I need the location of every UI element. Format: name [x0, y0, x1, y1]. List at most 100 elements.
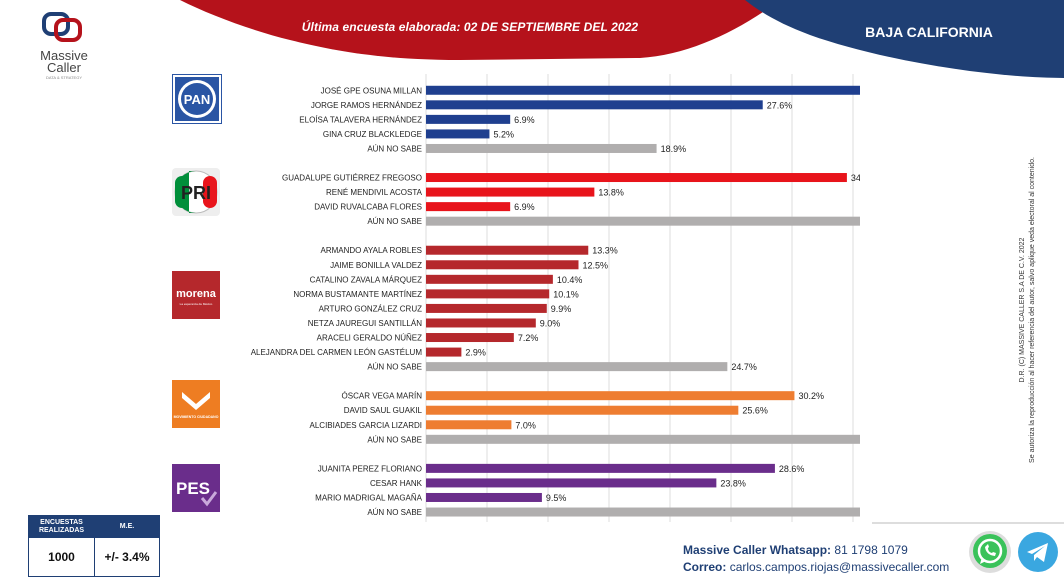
bar-label: NETZA JAUREGUI SANTILLÁN: [308, 319, 422, 328]
bar: [426, 173, 847, 183]
bar-value-label: 7.0%: [515, 420, 536, 430]
logo-name: Massive: [40, 48, 88, 63]
bar-value-label: 9.0%: [540, 318, 561, 328]
whatsapp-number[interactable]: 81 1798 1079: [834, 543, 908, 557]
bar-label: AÚN NO SABE: [367, 363, 422, 372]
survey-margin: +/- 3.4%: [94, 538, 159, 576]
header-navy-banner: [745, 0, 1064, 78]
bar-label: AÚN NO SABE: [367, 435, 422, 444]
bar: [426, 362, 728, 372]
bar-value-label: 5.2%: [493, 129, 514, 139]
email-link[interactable]: carlos.campos.riojas@massivecaller.com: [729, 560, 950, 574]
bar-value-label: 10.1%: [553, 289, 579, 299]
survey-head-count: ENCUESTAS REALIZADAS: [38, 519, 85, 534]
bar-label: JAIME BONILLA VALDEZ: [330, 261, 422, 270]
bar-value-label: 30.2%: [798, 391, 824, 401]
copyright-line2: Se autoriza la reproducción al hacer ref…: [1029, 157, 1036, 463]
bar: [426, 85, 860, 95]
bar: [426, 100, 763, 110]
bar-value-label: 34.5%: [851, 173, 860, 183]
bar: [426, 347, 462, 357]
bar-value-label: 23.8%: [720, 478, 746, 488]
bar-label: RENÉ MENDIVIL ACOSTA: [326, 188, 423, 197]
bar-label: DAVID SAUL GUAKIL: [344, 406, 423, 415]
bar: [426, 318, 536, 328]
bar: [426, 492, 542, 502]
bar-value-label: 9.9%: [551, 304, 572, 314]
bar: [426, 289, 550, 299]
logo-sub: DATA & STRATEGY: [45, 75, 82, 80]
email-label: Correo:: [683, 560, 727, 574]
bar-value-label: 25.6%: [742, 406, 768, 416]
pes-logo: PES: [172, 464, 220, 512]
bar: [426, 245, 589, 255]
copyright-note: D.R. (C) MASSIVE CALLER S.A DE C.V. 2022…: [1018, 120, 1038, 500]
bar: [426, 507, 860, 517]
bar-label: JOSÉ GPE OSUNA MILLAN: [321, 86, 423, 95]
bar: [426, 333, 514, 343]
header-red-banner: [180, 0, 780, 60]
bar-label: AÚN NO SABE: [367, 144, 422, 153]
bar: [426, 216, 860, 226]
whatsapp-icon[interactable]: [968, 530, 1012, 574]
bar-label: ALEJANDRA DEL CARMEN LEÓN GASTÉLUM: [251, 348, 423, 357]
survey-info-table: ENCUESTAS REALIZADAS M.E. 1000 +/- 3.4%: [28, 515, 160, 577]
bar-value-label: 18.9%: [661, 144, 687, 154]
bar: [426, 391, 795, 401]
bar: [426, 420, 512, 430]
bar: [426, 274, 553, 284]
bar-label: MARIO MADRIGAL MAGAÑA: [315, 493, 422, 502]
bar-label: ARMANDO AYALA ROBLES: [320, 246, 422, 255]
whatsapp-label: Massive Caller Whatsapp:: [683, 543, 832, 557]
bar-label: JUANITA PEREZ FLORIANO: [318, 464, 422, 473]
morena-logo-text: morena: [176, 288, 217, 300]
bar: [426, 143, 657, 153]
logo-icon: [42, 12, 82, 42]
bar-value-label: 24.7%: [731, 362, 757, 372]
bar-chart: JOSÉ GPE OSUNA MILLAN41.4%JORGE RAMOS HE…: [251, 74, 860, 522]
bar-value-label: 6.9%: [514, 115, 535, 125]
bar-label: ÓSCAR VEGA MARÍN: [342, 392, 423, 401]
bar-label: DAVID RUVALCABA FLORES: [314, 203, 422, 212]
header-title: Última encuesta elaborada: 02 DE SEPTIEM…: [301, 20, 639, 34]
mc-logo: MOVIMIENTO CIUDADANO: [172, 380, 220, 428]
survey-count: 1000: [48, 550, 75, 564]
massive-caller-logo: Massive Caller DATA & STRATEGY: [26, 10, 102, 80]
bar: [426, 129, 490, 139]
bar-value-label: 28.6%: [779, 464, 805, 474]
check-icon: [200, 491, 218, 507]
bar-value-label: 6.9%: [514, 202, 535, 212]
bar: [426, 434, 860, 444]
bar-label: JORGE RAMOS HERNÁNDEZ: [311, 101, 422, 110]
pan-logo: PAN: [172, 74, 222, 124]
state-name: BAJA CALIFORNIA: [865, 24, 993, 40]
telegram-icon[interactable]: [1017, 531, 1059, 573]
header-background: [180, 0, 1064, 78]
pes-logo-text: PES: [176, 479, 210, 498]
bar-value-label: 9.5%: [546, 493, 567, 503]
bar-value-label: 13.8%: [598, 188, 624, 198]
mc-logo-text: MOVIMIENTO CIUDADANO: [174, 415, 219, 419]
bar: [426, 187, 595, 197]
copyright-line1: D.R. (C) MASSIVE CALLER S.A DE C.V. 2022: [1019, 237, 1026, 383]
bar-label: ALCIBIADES GARCIA LIZARDI: [310, 421, 422, 430]
bar-value-label: 10.4%: [557, 275, 583, 285]
pan-logo-text: PAN: [184, 92, 210, 107]
bar-label: ARACELI GERALDO NÚÑEZ: [317, 334, 422, 343]
bar-label: CATALINO ZAVALA MÁRQUEZ: [310, 275, 422, 284]
bar-label: ARTURO GONZÁLEZ CRUZ: [319, 304, 423, 313]
bar-value-label: 7.2%: [518, 333, 539, 343]
bar-label: ELOÍSA TALAVERA HERNÁNDEZ: [299, 115, 422, 124]
survey-head-margin: M.E.: [94, 516, 159, 538]
morena-logo: morena La esperanza de México: [172, 271, 220, 319]
bar-value-label: 2.9%: [465, 348, 486, 358]
eagle-icon: [182, 392, 210, 410]
bar-value-label: 12.5%: [583, 260, 609, 270]
bar: [426, 303, 547, 313]
bar-label: GINA CRUZ BLACKLEDGE: [323, 130, 422, 139]
bar-value-label: 27.6%: [767, 100, 793, 110]
bar-value-label: 13.3%: [592, 246, 618, 256]
separator-line: [872, 522, 1064, 524]
contact-info: Massive Caller Whatsapp: 81 1798 1079 Co…: [683, 542, 949, 576]
bar: [426, 478, 717, 488]
